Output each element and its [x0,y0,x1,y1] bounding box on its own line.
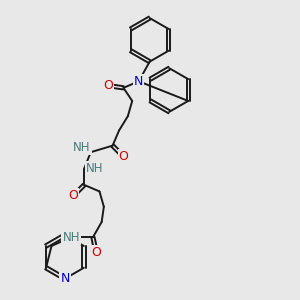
Text: NH: NH [86,162,104,175]
Text: O: O [68,189,78,202]
Text: O: O [103,79,113,92]
Text: O: O [118,150,128,163]
Text: O: O [91,246,101,259]
Text: N: N [134,75,143,88]
Text: NH: NH [62,231,80,244]
Text: N: N [60,272,70,285]
Text: NH: NH [73,141,91,154]
